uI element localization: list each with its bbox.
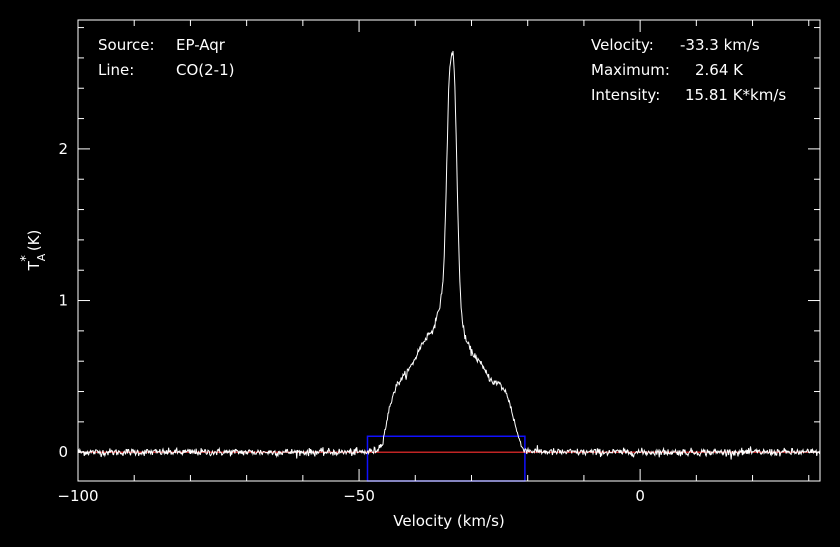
line-label: Line:	[98, 61, 134, 79]
x-tick-label: 0	[635, 487, 645, 505]
y-axis-label-sub: A	[35, 253, 48, 261]
y-tick-label: 0	[58, 443, 68, 461]
maximum-label: Maximum:	[591, 61, 670, 79]
spectrum-line	[77, 50, 821, 460]
velocity-window-box	[366, 435, 526, 482]
intensity-label: Intensity:	[591, 86, 660, 104]
svg-text:TA*(K): TA* (K)	[19, 230, 48, 272]
y-axis-label-sup: *	[19, 255, 34, 262]
maximum-value: 2.64 K	[695, 61, 744, 79]
y-axis-label-main: T	[25, 260, 43, 271]
x-tick-label: −50	[343, 487, 375, 505]
x-axis-label: Velocity (km/s)	[393, 512, 504, 530]
source-label: Source:	[98, 36, 155, 54]
y-tick-label: 1	[58, 292, 68, 310]
velocity-value: -33.3 km/s	[680, 36, 760, 54]
x-tick-label: −100	[57, 487, 98, 505]
y-axis-label: TA* (K)	[19, 230, 48, 272]
line-value: CO(2-1)	[176, 61, 234, 79]
plot-frame	[77, 19, 821, 482]
velocity-label: Velocity:	[591, 36, 654, 54]
axis-ticks: −100 −50 0 0 1 2	[57, 20, 820, 505]
source-value: EP-Aqr	[176, 36, 226, 54]
intensity-value: 15.81 K*km/s	[685, 86, 786, 104]
y-tick-label: 2	[58, 140, 68, 158]
y-axis-label-unit: (K)	[25, 230, 43, 252]
